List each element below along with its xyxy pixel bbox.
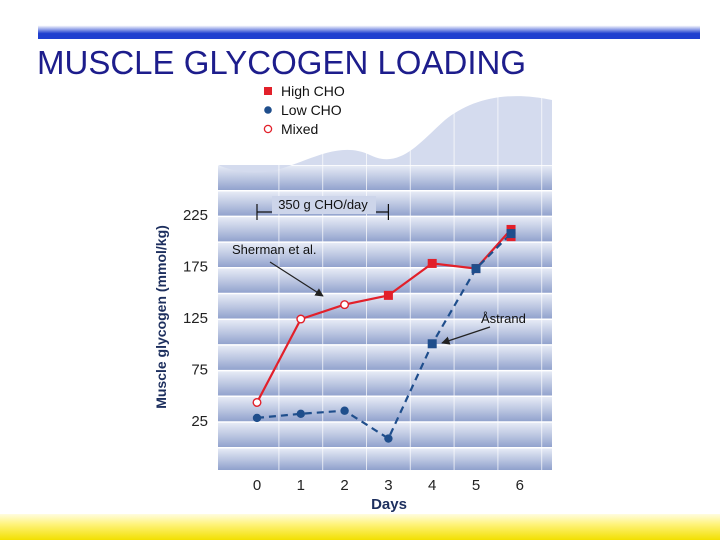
x-tick-label: 3 — [384, 477, 392, 494]
annotation-arrow — [441, 326, 491, 345]
bracket-label: 350 g CHO/day — [278, 197, 368, 212]
legend-marker-square — [264, 87, 272, 95]
plot-white-top — [218, 80, 552, 173]
top-accent-bar — [38, 20, 700, 39]
legend-marker-open — [263, 124, 273, 134]
plot-top-wave — [218, 96, 552, 173]
data-point-open-circle — [296, 314, 306, 324]
data-point-circle — [296, 409, 305, 419]
y-tick-label: 125 — [183, 310, 208, 327]
legend-label: High CHO — [281, 83, 345, 99]
grid-band — [218, 396, 552, 422]
legend-label: Mixed — [281, 121, 318, 137]
top-bar-shape — [38, 20, 700, 38]
annotation-label: Sherman et al. — [232, 242, 317, 257]
data-point-circle — [252, 413, 262, 423]
bottom-accent-bar — [0, 514, 720, 540]
data-point-square — [427, 258, 437, 268]
y-tick-label: 175 — [183, 259, 208, 276]
y-tick-label: 225 — [183, 207, 208, 224]
grid-band — [218, 216, 552, 243]
data-point-open-circle — [252, 397, 262, 407]
series-markers — [252, 224, 516, 443]
annotation-arrow — [269, 261, 324, 297]
data-point-circle — [384, 434, 393, 443]
bracket-label-bg — [272, 196, 376, 214]
annotation-label: Åstrand — [481, 311, 526, 326]
grid-band — [218, 319, 552, 345]
grid-band — [218, 422, 552, 448]
grid-band — [218, 344, 552, 371]
x-tick-label: 5 — [472, 477, 480, 494]
x-tick-label: 4 — [428, 477, 436, 494]
y-tick-label: 75 — [191, 362, 208, 379]
legend: High CHO Low CHO Mixed — [263, 83, 345, 137]
y-tick-label: 25 — [191, 413, 208, 430]
top-bar-line — [38, 34, 700, 39]
data-point-circle — [340, 406, 349, 415]
data-point-square — [383, 290, 393, 300]
grid-band — [218, 267, 552, 294]
data-point-open-circle — [340, 300, 350, 310]
slide-title: MUSCLE GLYCOGEN LOADING — [37, 44, 526, 81]
x-tick-label: 2 — [340, 477, 348, 494]
legend-marker-circle — [264, 106, 272, 114]
data-point-square — [506, 229, 516, 239]
annotations: 350 g CHO/day Sherman et al. Åstrand — [232, 196, 526, 345]
grid-band — [218, 370, 552, 397]
data-point-square — [427, 339, 437, 349]
x-tick-label: 6 — [516, 477, 524, 494]
data-point-square — [471, 264, 481, 274]
axes: 25 75 125 175 225 0 1 2 3 4 5 6 Days Muscle glycogen … — [153, 207, 524, 513]
x-tick-label: 0 — [253, 477, 261, 494]
y-axis-label: Muscle glycogen (mmol/kg) — [153, 225, 169, 409]
grid-band — [218, 447, 552, 470]
legend-label: Low CHO — [281, 102, 342, 118]
plot-background — [218, 80, 552, 173]
x-tick-label: 1 — [297, 477, 305, 494]
x-axis-label: Days — [371, 496, 407, 513]
